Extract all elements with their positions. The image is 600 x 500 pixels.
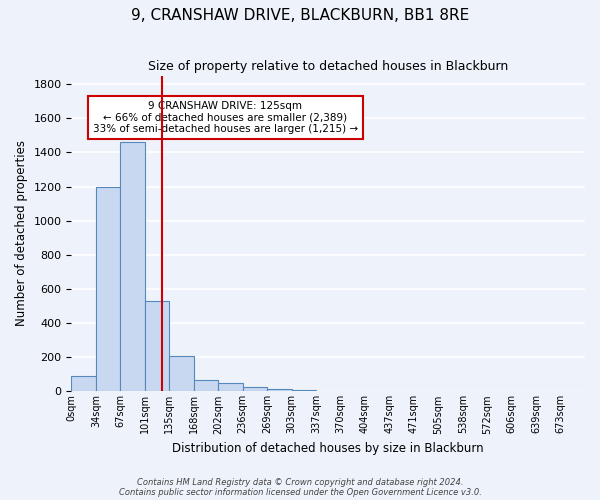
X-axis label: Distribution of detached houses by size in Blackburn: Distribution of detached houses by size … (172, 442, 484, 455)
Bar (121, 142, 145, 392)
Bar (267, 389, 292, 392)
Bar (218, 383, 242, 392)
Text: Contains HM Land Registry data © Crown copyright and database right 2024.
Contai: Contains HM Land Registry data © Crown c… (119, 478, 481, 497)
Bar (96, 186, 121, 392)
Bar (194, 380, 218, 392)
Bar (71, 376, 96, 392)
Y-axis label: Number of detached properties: Number of detached properties (15, 140, 28, 326)
Text: 9 CRANSHAW DRIVE: 125sqm
← 66% of detached houses are smaller (2,389)
33% of sem: 9 CRANSHAW DRIVE: 125sqm ← 66% of detach… (93, 101, 358, 134)
Bar (292, 390, 316, 392)
Bar (169, 356, 194, 392)
Bar (242, 386, 267, 392)
Text: 9, CRANSHAW DRIVE, BLACKBURN, BB1 8RE: 9, CRANSHAW DRIVE, BLACKBURN, BB1 8RE (131, 8, 469, 22)
Bar (145, 301, 169, 392)
Title: Size of property relative to detached houses in Blackburn: Size of property relative to detached ho… (148, 60, 508, 73)
